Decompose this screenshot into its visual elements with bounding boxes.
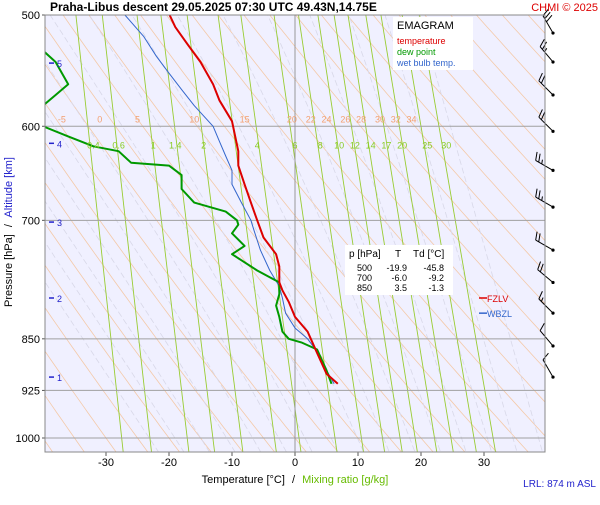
table-cell: 700 [357,273,372,283]
dry-adiabat-label: 10 [189,114,199,124]
altitude-tick-label: 1 [57,373,62,383]
dry-adiabat-label: -5 [58,114,66,124]
altitude-tick-label: 2 [57,294,62,304]
altitude-tick-label: 5 [57,59,62,69]
wind-barb-base [551,130,554,133]
dry-adiabat-label: 24 [321,114,331,124]
mixing-ratio-label: 17 [381,140,391,150]
x-tick-label: 20 [415,457,427,469]
y-tick-label: 850 [22,334,40,346]
wind-barb-half [542,160,543,164]
legend-box: EMAGRAM temperature dew point wet bulb t… [393,17,473,70]
table-header-td: Td [°C] [413,249,444,260]
legend-item-dew-point: dew point [397,47,436,57]
table-header-t: T [395,249,401,260]
y-tick-label: 700 [22,215,40,227]
svg-text:Temperature [°C] /: Temperature [°C] / Mixing ratio [g/kg] [202,474,389,486]
dry-adiabat-label: 5 [135,114,140,124]
x-axis-label-mixing: Mixing ratio [g/kg] [302,474,388,486]
mixing-ratio-label: 1.4 [169,140,182,150]
x-tick-label: 0 [292,457,298,469]
x-tick-label: -20 [161,457,177,469]
mixing-ratio-label: 14 [366,140,376,150]
wind-barb-base [551,312,554,315]
mixing-ratio-label: 0.4 [87,140,100,150]
legend-item-wet-bulb: wet bulb temp. [396,58,456,68]
mixing-ratio-label: 10 [334,140,344,150]
dry-adiabat-label: 20 [287,114,297,124]
wind-barb-base [551,206,554,209]
mixing-ratio-label: 8 [318,140,323,150]
values-table: p [hPa] T Td [°C] 500 -19.9 -45.8 700 -6… [345,245,453,295]
x-axis-label: Temperature [°C] / Mixing ratio [g/kg] [202,474,389,486]
y-tick-label: 600 [22,121,40,133]
table-cell: 850 [357,283,372,293]
mixing-ratio-label: 6 [292,140,297,150]
dry-adiabat-label: 15 [240,114,250,124]
mixing-ratio-label: 0.6 [112,140,125,150]
legend-item-temperature: temperature [397,36,446,46]
table-cell: -6.0 [391,273,407,283]
mixing-ratio-label: 30 [441,140,451,150]
table-cell: -45.8 [423,263,444,273]
table-header-p: p [hPa] [349,249,381,260]
x-tick-label: -10 [224,457,240,469]
dry-adiabat-label: 30 [375,114,385,124]
altitude-tick-label: 3 [57,218,62,228]
lrl-text: LRL: 874 m ASL [523,479,596,490]
table-cell: -9.2 [428,273,444,283]
table-cell: 3.5 [394,283,407,293]
copyright-text: CHMI © 2025 [531,2,598,14]
mixing-ratio-label: 25 [422,140,432,150]
mixing-ratio-label: 20 [397,140,407,150]
dry-adiabat-label: 22 [306,114,316,124]
wind-barb-half [542,196,543,200]
dry-adiabat-label: 34 [407,114,417,124]
mixing-ratio-label: 1 [151,140,156,150]
wind-barb-base [551,31,554,34]
y-axis-label-altitude: Altitude [km] [3,157,15,218]
wind-barb-base [551,249,554,252]
chart-title: Praha-Libus descent 29.05.2025 07:30 UTC… [50,0,377,14]
table-cell: 500 [357,263,372,273]
dry-adiabat-label: 28 [356,114,366,124]
wind-barb-base [551,344,554,347]
altitude-tick-label: 4 [57,139,62,149]
table-cell: -1.3 [428,283,444,293]
dry-adiabat-label: 0 [97,114,102,124]
wind-barb-base [551,281,554,284]
level-label-fzlv: FZLV [487,294,508,304]
level-label-wbzl: WBZL [487,309,512,319]
y-axis-label-sep: / [3,223,15,227]
mixing-ratio-label: 12 [350,140,360,150]
x-tick-label: 10 [352,457,364,469]
legend-title: EMAGRAM [397,20,454,32]
wind-barb-base [551,169,554,172]
x-tick-label: 30 [478,457,490,469]
y-tick-label: 500 [22,10,40,22]
x-axis-label-temperature: Temperature [°C] [202,474,285,486]
mixing-ratio-label: 2 [201,140,206,150]
wind-barb-base [551,375,554,378]
wind-barb-base [551,60,554,63]
table-cell: -19.9 [386,263,407,273]
y-axis-label-pressure: Pressure [hPa] [3,234,15,307]
dry-adiabat-label: 32 [391,114,401,124]
y-tick-label: 1000 [16,433,40,445]
y-tick-label: 925 [22,385,40,397]
y-axis-label: Pressure [hPa] / Altitude [km] [3,157,15,307]
dry-adiabat-label: 26 [340,114,350,124]
mixing-ratio-label: 4 [255,140,260,150]
wind-barb-base [551,93,554,96]
x-axis-label-sep: / [292,474,296,486]
x-tick-label: -30 [98,457,114,469]
svg-text:Pressure [hPa] /: Pressure [hPa] / Altitude [km] [3,157,15,307]
